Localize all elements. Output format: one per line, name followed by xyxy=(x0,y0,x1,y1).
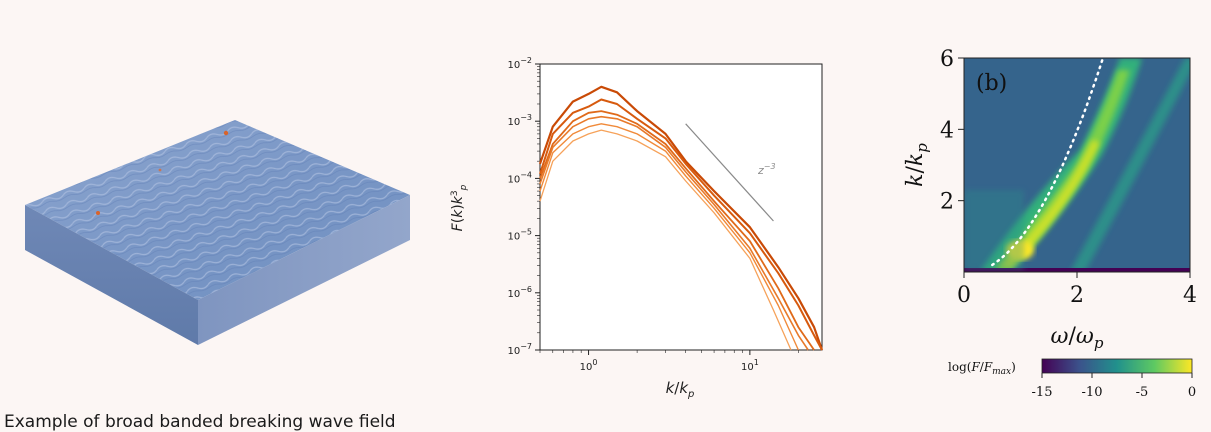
dispersion-svg: (b) 0 2 4 2 4 6 ω/ωp k/kp log(F/Fmax) -15 -10… xyxy=(903,47,1197,400)
heatmap-x-tick-label: 0 xyxy=(957,283,971,308)
x-tick-label: 101 xyxy=(741,358,759,373)
spectrum-chart: 10−2 10−3 10−4 10−5 10−6 10−7 100 101 z−3 k/kp… xyxy=(440,40,840,410)
heatmap-x-tick-label: 2 xyxy=(1070,283,1084,308)
breaking-spot xyxy=(158,168,162,172)
spectrum-axes-frame xyxy=(539,63,823,351)
y-tick-label: 10−4 xyxy=(507,170,532,185)
wave-field-render xyxy=(0,0,420,410)
spectrum-series-line xyxy=(539,123,800,351)
figure-caption: Example of broad banded breaking wave fi… xyxy=(4,412,396,432)
heatmap-y-tick-label: 2 xyxy=(940,190,954,215)
colorbar-tick-label: -5 xyxy=(1136,385,1149,400)
spectrum-xlabel: k/kp xyxy=(666,379,695,400)
y-tick-label: 10−2 xyxy=(507,56,532,71)
y-tick-label: 10−3 xyxy=(507,113,532,128)
breaking-spot xyxy=(96,211,100,215)
heatmap-x-tick-label: 4 xyxy=(1183,283,1197,308)
y-tick-label: 10−7 xyxy=(507,342,532,357)
colorbar-tick-label: -15 xyxy=(1032,385,1053,400)
wave-right-face xyxy=(198,195,410,345)
spectrum-series-line xyxy=(539,129,792,351)
heatmap-y-tick-label: 4 xyxy=(940,118,954,143)
reference-slope-line xyxy=(685,123,774,222)
heatmap-field xyxy=(964,58,1190,272)
heatmap-y-tick-label: 6 xyxy=(940,47,954,72)
panel-label: (b) xyxy=(976,71,1007,96)
dispersion-heatmap: (b) 0 2 4 2 4 6 ω/ωp k/kp log(F/Fmax) -15 -10… xyxy=(880,30,1210,420)
spectrum-series-line xyxy=(538,85,824,351)
wave-left-face xyxy=(25,205,198,345)
spectrum-series-line xyxy=(539,98,823,351)
heatmap-ylabel: k/kp xyxy=(903,143,931,187)
colorbar-tick-label: -10 xyxy=(1082,385,1103,400)
y-tick-label: 10−6 xyxy=(507,285,532,300)
colorbar-label: log(F/Fmax) xyxy=(948,360,1016,377)
spectrum-series-line xyxy=(539,110,815,351)
colorbar-tick-label: 0 xyxy=(1188,385,1196,400)
spectrum-svg: 10−210−310−410−510−610−7 100 101 z−3 k/kp… xyxy=(450,56,824,400)
heatmap-xlabel: ω/ωp xyxy=(1051,324,1104,352)
spectrum-series-line xyxy=(539,115,809,351)
y-tick-label: 10−5 xyxy=(507,228,532,243)
breaking-spot xyxy=(223,130,229,136)
x-tick-label: 100 xyxy=(580,358,598,373)
colorbar xyxy=(1041,358,1193,374)
wave-field-image xyxy=(25,120,410,345)
spectrum-ylabel: F(k)k3p xyxy=(450,184,469,231)
